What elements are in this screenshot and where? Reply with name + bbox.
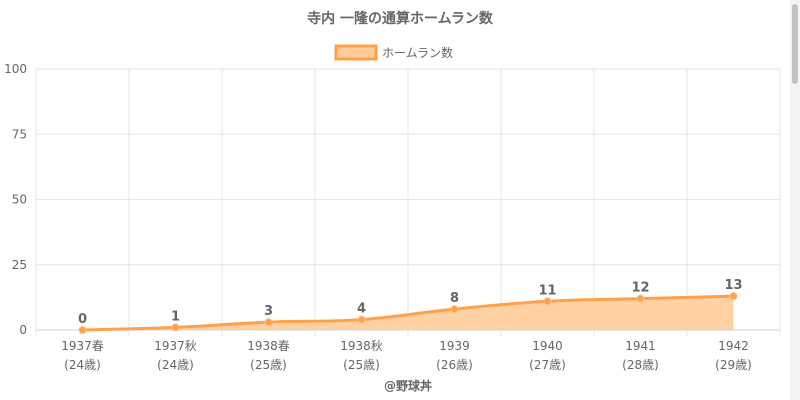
legend: ホームラン数 (334, 44, 453, 61)
data-label: 4 (357, 302, 366, 317)
x-tick-sublabel: (25歳) (250, 358, 287, 372)
y-tick-label: 75 (12, 127, 27, 141)
series-line (82, 294, 734, 332)
x-tick-sublabel: (29歳) (715, 358, 752, 372)
x-tick-sublabel: (25歳) (343, 358, 380, 372)
data-point[interactable] (357, 315, 366, 324)
x-tick-label: 1937秋 (154, 339, 197, 353)
x-tick-label: 1939 (439, 339, 470, 353)
data-point[interactable] (171, 323, 180, 332)
y-tick-label: 25 (12, 258, 27, 272)
data-label: 11 (538, 283, 556, 298)
scrollbar[interactable] (790, 0, 800, 400)
scrollbar-thumb[interactable] (792, 4, 798, 84)
grid (35, 68, 781, 337)
x-tick-sublabel: (26歳) (436, 358, 473, 372)
data-label: 1 (171, 309, 180, 324)
x-tick-label: 1938秋 (340, 339, 383, 353)
data-point[interactable] (264, 318, 273, 327)
x-tick-sublabel: (28歳) (622, 358, 659, 372)
credit: @野球丼 (384, 378, 432, 393)
y-axis: 0 25 50 75 100 (4, 62, 27, 337)
data-point[interactable] (543, 297, 552, 306)
data-label: 8 (450, 291, 459, 306)
x-tick-label: 1942 (718, 339, 749, 353)
x-tick-label: 1941 (625, 339, 656, 353)
y-tick-label: 0 (19, 323, 27, 337)
series-area (82, 296, 734, 330)
y-tick-label: 50 (12, 193, 27, 207)
chart-title: 寺内 一隆の通算ホームラン数 (307, 10, 494, 27)
data-label: 13 (724, 278, 742, 293)
x-tick-label: 1937春 (61, 339, 104, 353)
data-point[interactable] (78, 326, 87, 334)
data-point[interactable] (729, 292, 738, 301)
x-tick-label: 1940 (532, 339, 563, 353)
data-point[interactable] (636, 294, 645, 303)
legend-label: ホームラン数 (382, 45, 453, 60)
x-tick-label: 1938春 (247, 339, 290, 353)
legend-swatch (334, 44, 378, 61)
x-tick-sublabel: (24歳) (64, 358, 101, 372)
data-label: 12 (631, 281, 649, 296)
y-tick-label: 100 (4, 62, 27, 76)
data-point[interactable] (450, 305, 459, 314)
data-label: 0 (78, 312, 87, 327)
x-tick-sublabel: (24歳) (157, 358, 194, 372)
x-axis: 1937春 (24歳) 1937秋 (24歳) 1938春 (25歳) 1938秋 (25歳)… (61, 339, 752, 372)
data-label: 3 (264, 304, 273, 319)
x-tick-sublabel: (27歳) (529, 358, 566, 372)
